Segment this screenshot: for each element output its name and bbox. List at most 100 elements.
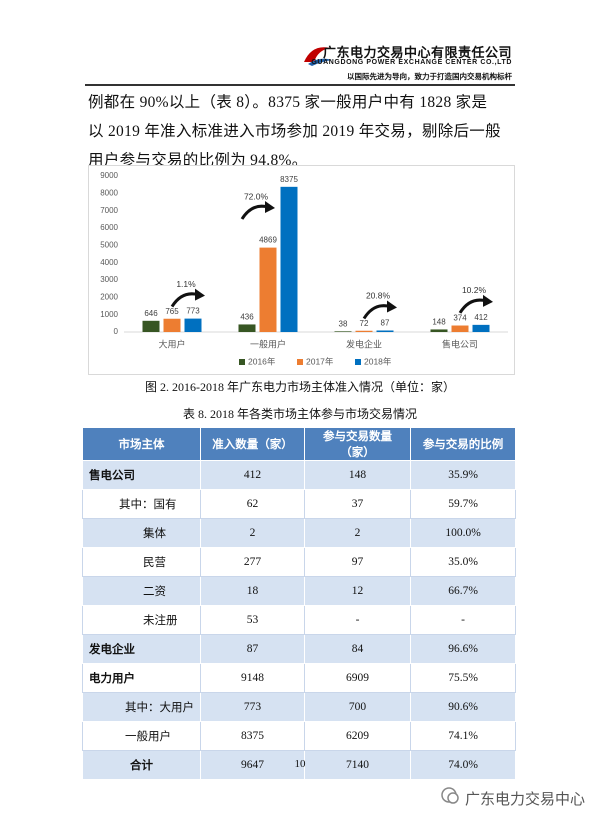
bar (334, 331, 352, 332)
bar (142, 320, 160, 332)
growth-arrowhead (483, 294, 493, 307)
y-tick-label: 2000 (100, 292, 118, 301)
table-cell: 97 (303, 547, 412, 577)
wechat-icon (441, 787, 459, 804)
data-label: 148 (432, 318, 446, 327)
table-cell: 37 (303, 489, 412, 519)
bar (430, 329, 448, 332)
row-label: 合计 (81, 750, 202, 780)
header-rule (85, 84, 515, 86)
header-subtitle: GUANGDONG POWER EXCHANGE CENTER CO.,LTD (311, 59, 512, 66)
legend-label: 2016年 (248, 356, 276, 366)
row-label: 售电公司 (81, 460, 202, 490)
table-cell: 59.7% (410, 489, 516, 519)
legend-swatch (239, 359, 245, 365)
table-row: 电力用户 9148 6909 75.5% (81, 663, 516, 693)
table-row: 合计 9647 7140 74.0% (81, 750, 516, 780)
table-cell: 90.6% (410, 692, 516, 722)
table-cell: 412 (200, 460, 305, 490)
row-label: 电力用户 (81, 663, 202, 693)
data-label: 72 (360, 319, 369, 328)
table-cell: - (410, 605, 516, 635)
column-header: 市场主体 (81, 427, 202, 461)
table-cell: 66.7% (410, 576, 516, 606)
row-label: 其中：大用户 (81, 692, 202, 722)
y-tick-label: 6000 (100, 223, 118, 232)
data-label: 765 (165, 307, 179, 316)
chart: 0 1000 2000 3000 4000 5000 6000 7000 8000 9000 大用户… (88, 165, 515, 375)
bar (259, 247, 277, 332)
column-header: 参与交易数量（家） (303, 427, 412, 461)
table-header: 市场主体 准入数量（家） 参与交易数量（家） 参与交易的比例 (81, 427, 516, 461)
table-cell: 100.0% (410, 518, 516, 548)
table-cell: 35.0% (410, 547, 516, 577)
paragraph-line: 以 2019 年准入标准进入市场参加 2019 年交易，剔除后一般 (88, 123, 501, 140)
x-tick-label: 售电公司 (442, 338, 478, 349)
table-row: 发电企业 87 84 96.6% (81, 634, 516, 664)
paragraph-line: 例都在 90%以上（表 8）。8375 家一般用户中有 1828 家是 (88, 94, 488, 111)
legend-swatch (297, 359, 303, 365)
table-cell: 6209 (303, 721, 412, 751)
legend-swatch (355, 359, 361, 365)
growth-label: 20.8% (366, 291, 391, 301)
table-cell: 277 (200, 547, 305, 577)
column-header: 参与交易的比例 (410, 427, 516, 461)
table-cell: 2 (200, 518, 305, 548)
header-title: 广东电力交易中心有限责任公司 (322, 45, 512, 60)
x-tick-label: 一般用户 (250, 338, 286, 349)
y-tick-label: 1000 (100, 310, 118, 319)
table-row: 未注册 53- - (81, 605, 516, 635)
table-cell: 148 (303, 460, 412, 490)
table-cell: 84 (303, 634, 412, 664)
y-tick-label: 9000 (100, 171, 118, 180)
growth-label: 72.0% (244, 191, 269, 201)
data-label: 8375 (280, 175, 298, 184)
data-label: 436 (240, 313, 254, 322)
bar (451, 325, 469, 332)
table-cell: 9148 (200, 663, 305, 693)
table-row: 其中：大用户 773 700 90.6% (81, 692, 516, 722)
y-tick-label: 0 (114, 327, 119, 336)
figure-caption: 图 2. 2016-2018 年广东电力市场主体准入情况（单位：家） (145, 380, 455, 394)
logo (304, 47, 332, 66)
table-row: 民营 277 97 35.0% (81, 547, 516, 577)
legend-label: 2018年 (364, 356, 392, 366)
bar (238, 324, 256, 332)
page-number: 10 (294, 758, 306, 770)
table-cell: 53 (200, 605, 305, 635)
table-cell: 773 (200, 692, 305, 722)
data-label: 38 (339, 319, 348, 328)
bar (355, 330, 373, 332)
bar (280, 186, 298, 332)
table-cell: 74.0% (410, 750, 516, 780)
data-label: 4869 (259, 236, 277, 245)
growth-arrowhead (265, 201, 275, 213)
table-row: 一般用户 8375 6209 74.1% (81, 721, 516, 751)
row-label: 一般用户 (81, 721, 202, 751)
y-tick-label: 4000 (100, 258, 118, 267)
table-cell: 96.6% (410, 634, 516, 664)
table-cell: 700 (303, 692, 412, 722)
table-cell: 2 (303, 518, 412, 548)
table-row: 二资 18 12 66.7% (81, 576, 516, 606)
data-label: 87 (381, 319, 390, 328)
bar (472, 324, 490, 332)
row-label: 发电企业 (81, 634, 202, 664)
bar (184, 318, 202, 332)
table-cell: 35.9% (410, 460, 516, 490)
paragraph-line: 用户参与交易的比例为 94.8%。 (88, 152, 308, 169)
table-cell: 8375 (200, 721, 305, 751)
data-label: 773 (186, 307, 200, 316)
x-tick-label: 大用户 (158, 338, 185, 349)
row-label: 集体 (81, 518, 202, 548)
growth-arrowhead (387, 300, 397, 313)
table-cell: 87 (200, 634, 305, 664)
data-label: 374 (453, 314, 467, 323)
y-tick-label: 7000 (100, 206, 118, 215)
y-tick-label: 5000 (100, 240, 118, 249)
table-cell: - (303, 605, 412, 635)
table-cell: 7140 (303, 750, 412, 780)
bar (163, 318, 181, 332)
row-label: 未注册 (81, 605, 202, 635)
